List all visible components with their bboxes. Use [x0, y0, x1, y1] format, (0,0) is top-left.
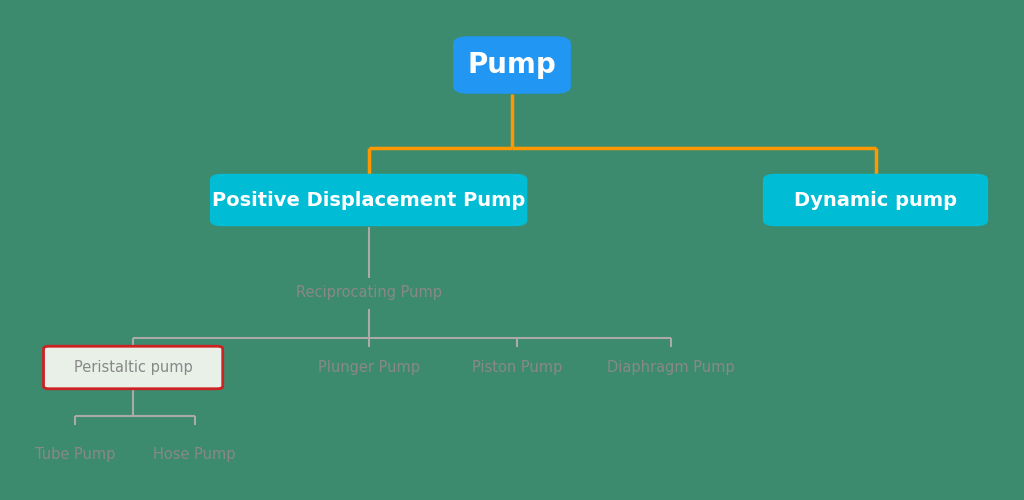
Text: Pump: Pump [468, 51, 556, 79]
Text: Plunger Pump: Plunger Pump [317, 360, 420, 375]
FancyBboxPatch shape [210, 174, 527, 226]
Text: Positive Displacement Pump: Positive Displacement Pump [212, 190, 525, 210]
Text: Tube Pump: Tube Pump [35, 448, 115, 462]
FancyBboxPatch shape [453, 36, 571, 94]
Text: Reciprocating Pump: Reciprocating Pump [296, 285, 441, 300]
Text: Piston Pump: Piston Pump [472, 360, 562, 375]
Text: Diaphragm Pump: Diaphragm Pump [607, 360, 734, 375]
FancyBboxPatch shape [763, 174, 988, 226]
Text: Dynamic pump: Dynamic pump [794, 190, 957, 210]
Text: Hose Pump: Hose Pump [154, 448, 236, 462]
Text: Peristaltic pump: Peristaltic pump [74, 360, 193, 375]
FancyBboxPatch shape [44, 346, 223, 389]
